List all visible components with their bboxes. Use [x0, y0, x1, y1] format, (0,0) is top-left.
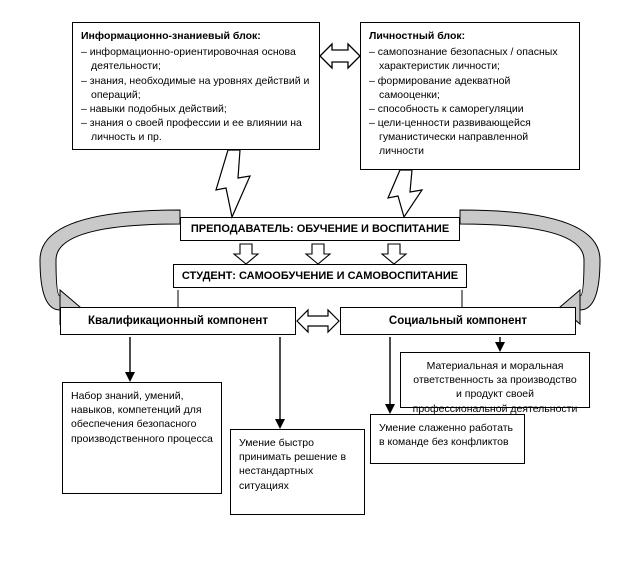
list-item: информационно-ориентировочная основа дея… — [81, 45, 311, 73]
solid-arrow-d-icon — [495, 337, 505, 352]
list-item: самопознание безопасных / опасных характ… — [369, 45, 571, 73]
teacher-band-label: ПРЕПОДАВАТЕЛЬ: ОБУЧЕНИЕ И ВОСПИТАНИЕ — [191, 223, 449, 235]
band-arrow-down-left-icon — [234, 244, 258, 264]
bottom-box-teamwork-text: Умение слаженно работать в команде без к… — [379, 422, 513, 448]
bottom-box-skills: Набор знаний, умений, навыков, компетенц… — [62, 382, 222, 494]
social-label: Социальный компонент — [389, 315, 527, 327]
double-arrow-top-icon — [320, 44, 360, 68]
solid-arrow-c-icon — [385, 337, 395, 414]
solid-arrow-b-icon — [275, 337, 285, 429]
bottom-box-responsibility-text: Материальная и моральная ответственность… — [413, 360, 578, 415]
band-arrow-up-mid-icon — [306, 244, 330, 264]
list-item: способность к саморегуляции — [369, 102, 571, 116]
personality-block: Личностный блок: самопознание безопасных… — [360, 22, 580, 170]
list-item: формирование адекватной самооценки; — [369, 74, 571, 102]
lightning-arrow-right-icon — [388, 170, 422, 217]
bottom-box-skills-text: Набор знаний, умений, навыков, компетенц… — [71, 390, 213, 445]
student-band: СТУДЕНТ: САМООБУЧЕНИЕ И САМОВОСПИТАНИЕ — [173, 264, 467, 288]
teacher-band: ПРЕПОДАВАТЕЛЬ: ОБУЧЕНИЕ И ВОСПИТАНИЕ — [180, 217, 460, 241]
list-item: цели-ценности развивающейся гуманистичес… — [369, 116, 571, 159]
list-item: навыки подобных действий; — [81, 102, 311, 116]
solid-arrow-a-icon — [125, 337, 135, 382]
info-block-list: информационно-ориентировочная основа дея… — [81, 45, 311, 144]
bottom-box-responsibility: Материальная и моральная ответственность… — [400, 352, 590, 408]
social-component: Социальный компонент — [340, 307, 576, 335]
qualification-component: Квалификационный компонент — [60, 307, 296, 335]
band-arrow-down-right-icon — [382, 244, 406, 264]
info-knowledge-block: Информационно-знаниевый блок: информацио… — [72, 22, 320, 150]
personality-block-list: самопознание безопасных / опасных характ… — [369, 45, 571, 158]
info-block-title: Информационно-знаниевый блок: — [81, 29, 311, 43]
lightning-arrow-left-icon — [216, 150, 250, 217]
qualification-label: Квалификационный компонент — [88, 315, 268, 327]
list-item: знания, необходимые на уровнях действий … — [81, 74, 311, 102]
personality-block-title: Личностный блок: — [369, 29, 571, 43]
student-band-label: СТУДЕНТ: САМООБУЧЕНИЕ И САМОВОСПИТАНИЕ — [182, 270, 458, 282]
list-item: знания о своей профессии и ее влиянии на… — [81, 116, 311, 144]
bottom-box-teamwork: Умение слаженно работать в команде без к… — [370, 414, 525, 464]
double-arrow-components-icon — [297, 310, 339, 332]
bottom-box-decisions: Умение быстро принимать решение в нестан… — [230, 429, 365, 515]
bottom-box-decisions-text: Умение быстро принимать решение в нестан… — [239, 437, 346, 492]
